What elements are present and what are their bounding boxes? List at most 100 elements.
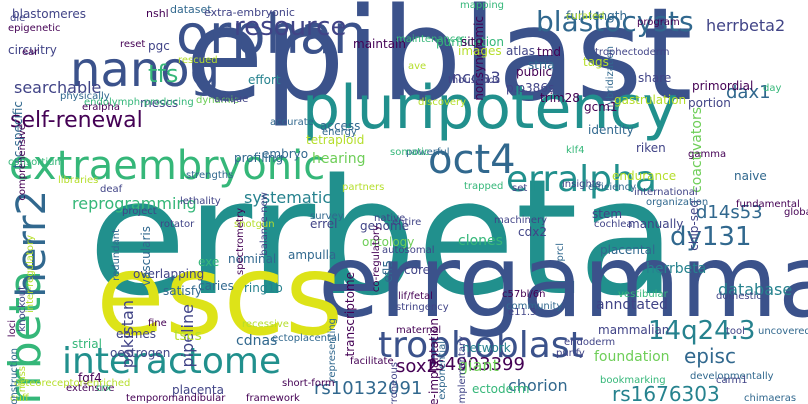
- cloud-word: epiblast: [185, 0, 693, 130]
- cloud-word: framework: [246, 393, 300, 404]
- cloud-word: redundant: [111, 229, 122, 281]
- cloud-word: thousands: [448, 75, 500, 86]
- cloud-word: overlapping: [133, 267, 205, 281]
- cloud-word: dataset: [170, 3, 212, 16]
- cloud-word: community: [506, 301, 563, 312]
- cloud-word: physically: [60, 91, 110, 102]
- cloud-word: endoderm: [564, 337, 616, 348]
- cloud-word: consortium: [8, 157, 65, 168]
- cloud-word: energy: [322, 127, 357, 138]
- cloud-word: set: [512, 183, 528, 194]
- cloud-word: program: [637, 17, 680, 28]
- cloud-word: extraembryonic: [9, 143, 326, 189]
- cloud-word: p.p386s: [506, 81, 555, 95]
- cloud-word: placental: [600, 243, 656, 257]
- cloud-word: erralpha: [506, 159, 657, 200]
- cloud-word: extensive: [66, 383, 115, 394]
- cloud-word: osteoreceptor-enriched: [14, 378, 131, 389]
- cloud-word: ontology: [362, 235, 415, 249]
- cloud-word: identity: [588, 123, 634, 137]
- cloud-word: project: [122, 206, 157, 217]
- cloud-word: annotated: [596, 297, 668, 313]
- cloud-word: 14q24.3: [648, 316, 756, 346]
- cloud-word: autosomal: [382, 245, 435, 256]
- cloud-word: fundamental: [736, 199, 800, 210]
- cloud-word: public: [516, 65, 553, 79]
- cloud-word: foundation: [594, 349, 670, 365]
- cloud-word: rs1676303: [612, 382, 720, 404]
- cloud-word: representing: [327, 318, 338, 382]
- cloud-word: klf4: [566, 145, 585, 156]
- cloud-word: embryo: [262, 147, 309, 161]
- cloud-word: clones: [458, 233, 503, 249]
- cloud-word: co-regulatory: [371, 225, 382, 293]
- cloud-word: mescs: [140, 96, 179, 110]
- cloud-word: endurance: [612, 169, 677, 183]
- cloud-word: stringency: [396, 302, 449, 313]
- cloud-word: construction: [9, 348, 20, 404]
- cloud-word: blastomeres: [12, 7, 86, 21]
- cloud-word: inter-regulatory: [25, 235, 36, 313]
- cloud-word: ave: [408, 61, 427, 72]
- cloud-word: hearing: [312, 151, 366, 167]
- cloud-word: day: [763, 83, 782, 94]
- cloud-word: ectoderm: [472, 382, 530, 396]
- cloud-word: exe: [198, 255, 220, 269]
- cloud-word: fgf4: [78, 371, 102, 385]
- cloud-word: carm1: [716, 375, 748, 386]
- cloud-word: native: [374, 213, 406, 224]
- cloud-word: gastrulation: [614, 93, 687, 107]
- cloud-word: libraries: [58, 175, 99, 186]
- cloud-word: prcl: [555, 243, 566, 262]
- cloud-word: riken: [636, 141, 666, 155]
- cloud-word: tmd: [537, 45, 562, 59]
- cloud-word: tool: [726, 326, 745, 337]
- cloud-word: nanog: [70, 42, 221, 98]
- cloud-word: nonsyndromic: [472, 16, 486, 101]
- cloud-word: genome: [360, 219, 410, 233]
- cloud-word: blastocysts: [536, 5, 694, 38]
- cloud-word: tfs: [148, 60, 179, 88]
- cloud-word: oestrogen: [110, 346, 171, 360]
- cloud-word: tscs: [174, 328, 202, 344]
- cloud-word: circuitry: [8, 43, 57, 57]
- cloud-word: primordial: [692, 79, 754, 93]
- cloud-word: access: [320, 119, 361, 133]
- cloud-word: cdnas: [236, 333, 278, 349]
- cloud-word: herrbeta: [646, 261, 707, 277]
- cloud-word: network: [462, 341, 511, 355]
- cloud-word: stem: [592, 207, 623, 221]
- cloud-word: portion: [688, 96, 731, 110]
- cloud-word: dynamic: [196, 95, 239, 106]
- cloud-word: core: [404, 263, 430, 277]
- cloud-word: chorion: [508, 376, 568, 395]
- cloud-word: sox2: [396, 356, 438, 377]
- cloud-word: self-renewal: [10, 108, 143, 133]
- cloud-word: rotator: [160, 219, 195, 230]
- cloud-word: stria: [528, 58, 555, 72]
- cloud-word: ear: [22, 47, 39, 58]
- cloud-word: oct4: [428, 137, 516, 183]
- cloud-word: trophectoderm: [595, 47, 670, 58]
- cloud-word: global: [784, 207, 808, 218]
- cloud-word: errel: [310, 217, 338, 231]
- cloud-word: international: [634, 187, 698, 198]
- cloud-word: recessive: [242, 319, 289, 330]
- cloud-word: purify: [556, 348, 585, 359]
- cloud-word: caries: [198, 279, 234, 293]
- cloud-word: lethality: [180, 196, 221, 207]
- cloud-word: fine: [148, 318, 167, 329]
- cloud-word: survey: [310, 211, 344, 222]
- cloud-word: maintain: [353, 37, 406, 51]
- cloud-word: trophoblast: [378, 325, 584, 366]
- cloud-word: insights: [562, 179, 601, 190]
- cloud-word: e11.5: [508, 307, 537, 318]
- cloud-word: resource: [234, 12, 347, 42]
- cloud-word: rescued: [178, 55, 218, 66]
- cloud-word: interactome: [62, 341, 282, 382]
- cloud-word: maintenance: [396, 34, 462, 45]
- cloud-word: database: [718, 280, 793, 299]
- cloud-word: gcm1: [584, 100, 618, 114]
- cloud-word: strengths: [186, 170, 234, 181]
